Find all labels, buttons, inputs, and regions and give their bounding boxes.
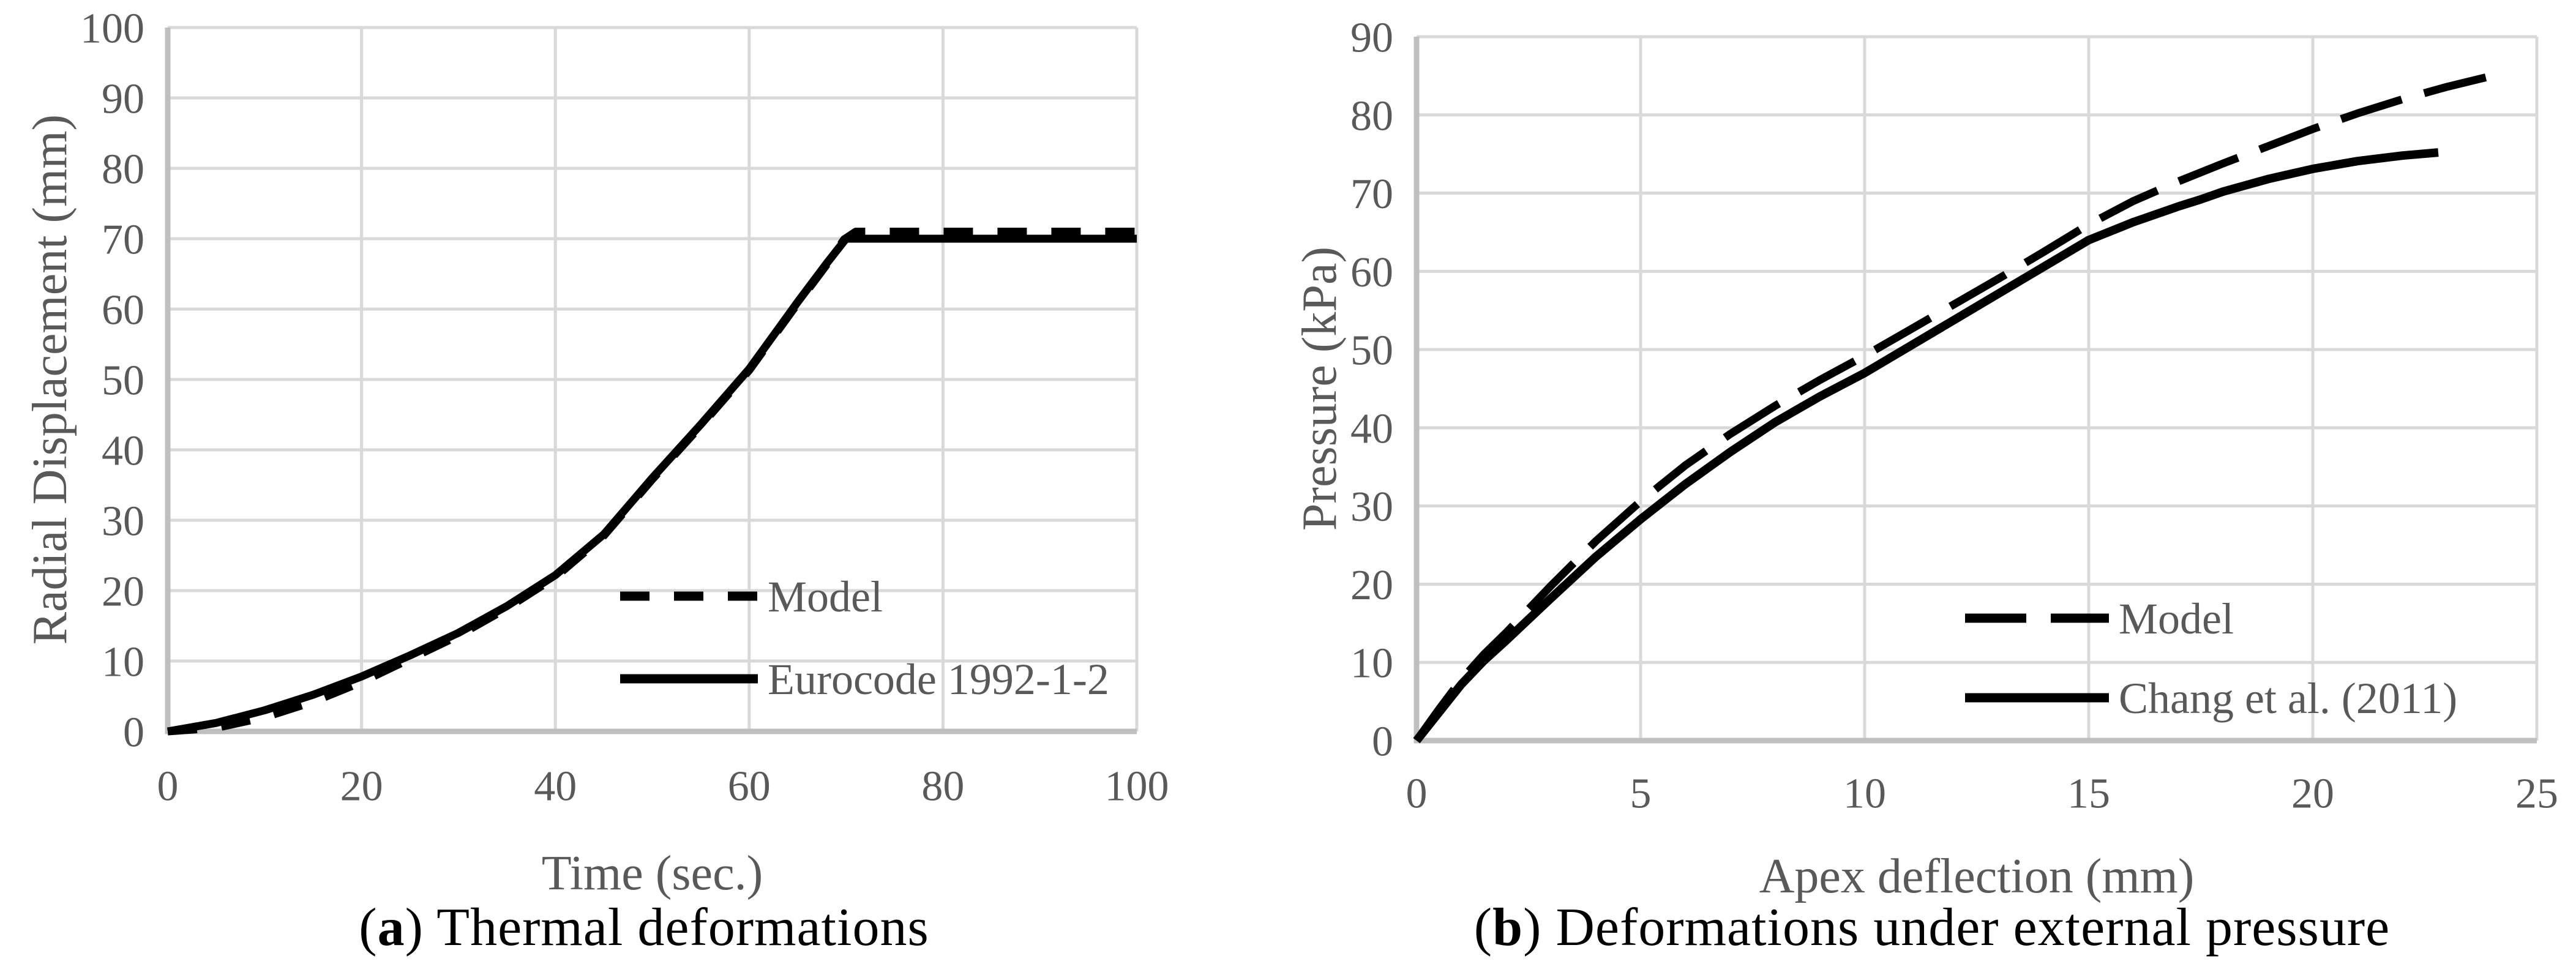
x-tick-label: 20 bbox=[340, 763, 383, 810]
y-tick-label: 40 bbox=[102, 428, 144, 475]
legend-label: Model bbox=[768, 572, 883, 621]
x-tick-label: 100 bbox=[1105, 763, 1169, 810]
x-tick-label: 15 bbox=[2067, 771, 2110, 818]
y-tick-label: 90 bbox=[102, 76, 144, 123]
y-tick-label: 70 bbox=[1350, 171, 1393, 218]
legend: Model Eurocode 1992-1-2 bbox=[620, 572, 1109, 704]
y-tick-label: 80 bbox=[102, 146, 144, 193]
legend-item-model: Model bbox=[620, 572, 883, 621]
x-axis-title: Apex deflection (mm) bbox=[1759, 850, 2195, 903]
tick-labels: 0 5 10 15 20 25 0 10 20 30 40 50 60 70 80 90 bbox=[1350, 15, 2558, 818]
panel-external-pressure: 0 5 10 15 20 25 0 10 20 30 40 50 60 70 80 90 Apex deflec… bbox=[1288, 0, 2576, 975]
y-axis-title: Radial Displacement (mm) bbox=[23, 114, 77, 644]
y-tick-label: 10 bbox=[1350, 640, 1393, 687]
y-tick-label: 10 bbox=[102, 639, 144, 686]
y-tick-label: 30 bbox=[102, 498, 144, 545]
caption-b: (b) Deformations under external pressure bbox=[1288, 898, 2576, 958]
y-tick-label: 20 bbox=[102, 569, 144, 616]
series-curves bbox=[167, 228, 1137, 736]
x-tick-label: 40 bbox=[534, 763, 577, 810]
y-tick-label: 30 bbox=[1350, 484, 1393, 531]
x-tick-label: 80 bbox=[921, 763, 964, 810]
y-tick-label: 70 bbox=[102, 217, 144, 264]
series-line-model bbox=[1413, 72, 2493, 743]
caption-a: (a) Thermal deformations bbox=[0, 898, 1288, 958]
gridlines bbox=[168, 26, 1139, 731]
y-tick-label: 60 bbox=[1350, 249, 1393, 296]
y-tick-label: 0 bbox=[1372, 719, 1393, 766]
x-tick-label: 25 bbox=[2515, 771, 2558, 818]
y-tick-label: 40 bbox=[1350, 405, 1393, 452]
y-axis-title: Pressure (kPa) bbox=[1293, 247, 1347, 531]
caption-a-letter: a bbox=[377, 898, 405, 957]
series-curves bbox=[1413, 72, 2493, 744]
legend-item-chang-et-al-2011: Chang et al. (2011) bbox=[1965, 674, 2457, 723]
y-tick-label: 100 bbox=[80, 6, 144, 53]
caption-b-rest: ) Deformations under external pressure bbox=[1523, 898, 2391, 957]
x-axis-title: Time (sec.) bbox=[542, 846, 763, 900]
x-tick-label: 0 bbox=[1406, 771, 1428, 818]
caption-a-rest: ) Thermal deformations bbox=[405, 898, 929, 957]
y-tick-label: 60 bbox=[102, 287, 144, 334]
legend-label: Model bbox=[2119, 594, 2234, 643]
caption-b-letter: b bbox=[1492, 898, 1524, 957]
chart-a-line-chart: 0 20 40 60 80 100 0 10 20 30 40 50 60 70 80 90 100 Time (… bbox=[23, 6, 1169, 901]
y-tick-label: 90 bbox=[1350, 15, 1393, 62]
y-tick-label: 80 bbox=[1350, 92, 1393, 140]
gridlines bbox=[1417, 35, 2539, 741]
y-tick-label: 50 bbox=[1350, 327, 1393, 375]
tick-labels: 0 20 40 60 80 100 0 10 20 30 40 50 60 70 80 90 100 bbox=[80, 6, 1169, 810]
legend-item-model: Model bbox=[1965, 594, 2234, 643]
x-tick-label: 5 bbox=[1630, 771, 1652, 818]
series-line-chang-et-al-2011 bbox=[1413, 148, 2439, 744]
panel-thermal-deformations: 0 20 40 60 80 100 0 10 20 30 40 50 60 70 80 90 100 Time (… bbox=[0, 6, 1288, 958]
y-tick-label: 50 bbox=[102, 357, 144, 405]
legend-label: Eurocode 1992-1-2 bbox=[768, 655, 1109, 704]
x-tick-label: 20 bbox=[2291, 771, 2334, 818]
caption-a-open: ( bbox=[359, 898, 378, 957]
legend-label: Chang et al. (2011) bbox=[2119, 674, 2457, 723]
caption-b-open: ( bbox=[1473, 898, 1493, 957]
x-tick-label: 0 bbox=[157, 763, 179, 810]
legend: Model Chang et al. (2011) bbox=[1965, 594, 2457, 723]
x-tick-label: 60 bbox=[728, 763, 771, 810]
series-line-eurocode-1992-1-2 bbox=[167, 234, 1137, 736]
y-tick-label: 20 bbox=[1350, 562, 1393, 609]
y-tick-label: 0 bbox=[123, 709, 144, 756]
legend-item-eurocode-1992-1-2: Eurocode 1992-1-2 bbox=[620, 655, 1109, 704]
x-tick-label: 10 bbox=[1843, 771, 1886, 818]
chart-b-line-chart: 0 5 10 15 20 25 0 10 20 30 40 50 60 70 80 90 Apex deflec… bbox=[1293, 15, 2558, 904]
